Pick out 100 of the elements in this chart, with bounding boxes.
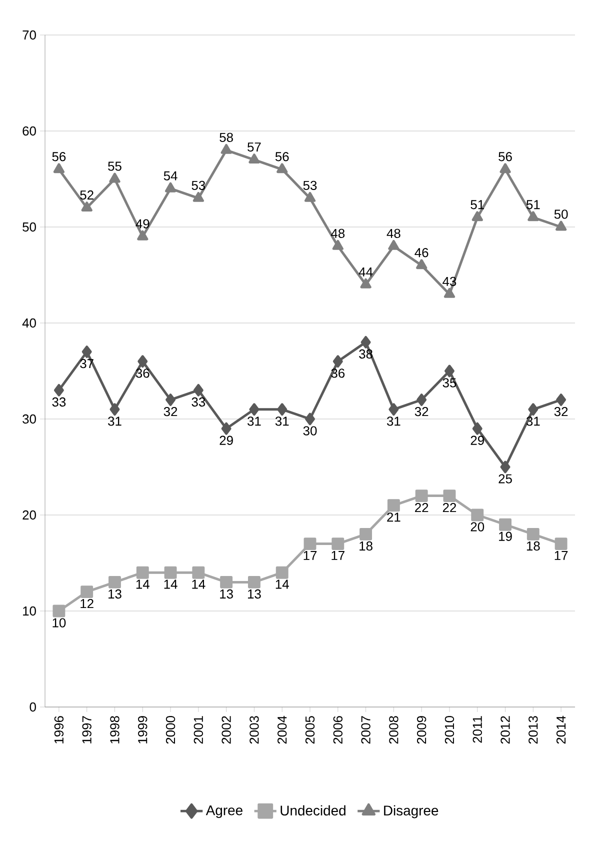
x-tick-label: 2013	[528, 716, 538, 744]
point	[221, 422, 232, 435]
x-tick-label: 2009	[416, 716, 426, 744]
point	[110, 403, 120, 416]
point	[108, 576, 121, 588]
data-label: 18	[526, 541, 540, 551]
data-label: 19	[499, 532, 512, 541]
data-label: 21	[387, 512, 400, 522]
y-tick-label: 20	[22, 510, 36, 520]
point	[193, 384, 204, 396]
data-label: 29	[220, 436, 233, 445]
point	[528, 211, 539, 222]
data-label: 33	[192, 397, 206, 407]
data-label: 32	[414, 406, 428, 416]
point	[53, 163, 65, 174]
point	[360, 528, 372, 540]
point	[137, 230, 148, 240]
point	[166, 394, 176, 406]
point	[248, 576, 260, 588]
data-label: 10	[52, 618, 66, 628]
point	[80, 586, 94, 598]
data-label: 22	[415, 502, 428, 512]
data-label: 54	[164, 171, 178, 180]
point	[54, 384, 64, 396]
point	[387, 499, 400, 512]
point	[277, 403, 288, 416]
data-label: 14	[192, 580, 206, 589]
data-label: 17	[304, 551, 317, 560]
point	[554, 538, 568, 550]
point	[332, 355, 343, 368]
y-tick-label: 0	[30, 702, 36, 712]
point	[444, 288, 456, 298]
point	[192, 566, 205, 579]
data-label: 31	[386, 416, 400, 426]
x-tick-label: 2010	[444, 716, 454, 744]
data-label: 22	[442, 502, 456, 512]
data-label: 29	[470, 436, 484, 445]
data-label: 13	[248, 589, 261, 599]
point	[109, 172, 120, 183]
point	[304, 192, 316, 202]
point	[360, 278, 372, 288]
y-tick-label: 60	[22, 126, 36, 136]
point	[416, 394, 427, 406]
x-tick-label: 2001	[194, 716, 204, 744]
point	[332, 538, 344, 550]
data-label: 50	[554, 210, 568, 219]
x-tick-label: 2012	[500, 716, 510, 744]
legend-label: Disagree	[384, 805, 438, 818]
data-label: 55	[108, 162, 122, 171]
point	[472, 422, 482, 435]
x-tick-label: 2003	[250, 716, 259, 744]
x-tick-label: 2006	[333, 716, 342, 744]
data-label: 48	[386, 228, 400, 238]
point	[332, 240, 344, 250]
x-tick-label: 2002	[222, 716, 231, 744]
data-label: 52	[80, 190, 94, 200]
point	[416, 259, 428, 270]
point	[81, 202, 92, 212]
data-label: 14	[136, 580, 150, 589]
data-label: 17	[554, 551, 568, 560]
point	[556, 220, 567, 231]
point	[471, 508, 484, 522]
data-label: 58	[220, 132, 233, 142]
data-label: 14	[276, 580, 289, 589]
point	[388, 403, 399, 416]
point	[220, 576, 233, 588]
data-label: 56	[498, 152, 512, 162]
data-label: 13	[220, 589, 233, 599]
point	[249, 403, 260, 416]
data-label: 18	[360, 541, 372, 551]
point	[164, 182, 176, 192]
point	[52, 604, 66, 618]
x-tick-label: 2014	[556, 716, 566, 744]
data-label: 36	[136, 368, 150, 378]
y-tick-label: 70	[22, 30, 36, 40]
y-tick-label: 10	[23, 606, 36, 616]
x-tick-label: 1999	[138, 716, 148, 744]
legend-label: Undecided	[280, 805, 346, 816]
x-tick-label: 2005	[305, 716, 315, 744]
data-label: 33	[52, 397, 66, 407]
point	[138, 355, 148, 368]
point	[276, 163, 288, 174]
point	[276, 566, 288, 579]
point	[360, 336, 371, 348]
point	[443, 490, 456, 502]
data-label: 51	[526, 200, 540, 210]
data-label: 31	[275, 416, 289, 426]
point	[248, 154, 260, 164]
data-label: 31	[248, 416, 261, 426]
data-label: 56	[275, 152, 289, 162]
x-tick-label: 2008	[389, 716, 398, 744]
data-label: 14	[164, 580, 178, 589]
point	[444, 364, 454, 378]
data-label: 32	[164, 406, 178, 416]
point	[136, 566, 149, 579]
point	[500, 163, 511, 174]
data-label: 20	[470, 522, 484, 532]
legend-label: Agree	[206, 806, 242, 818]
point	[499, 518, 512, 531]
point	[528, 403, 538, 416]
